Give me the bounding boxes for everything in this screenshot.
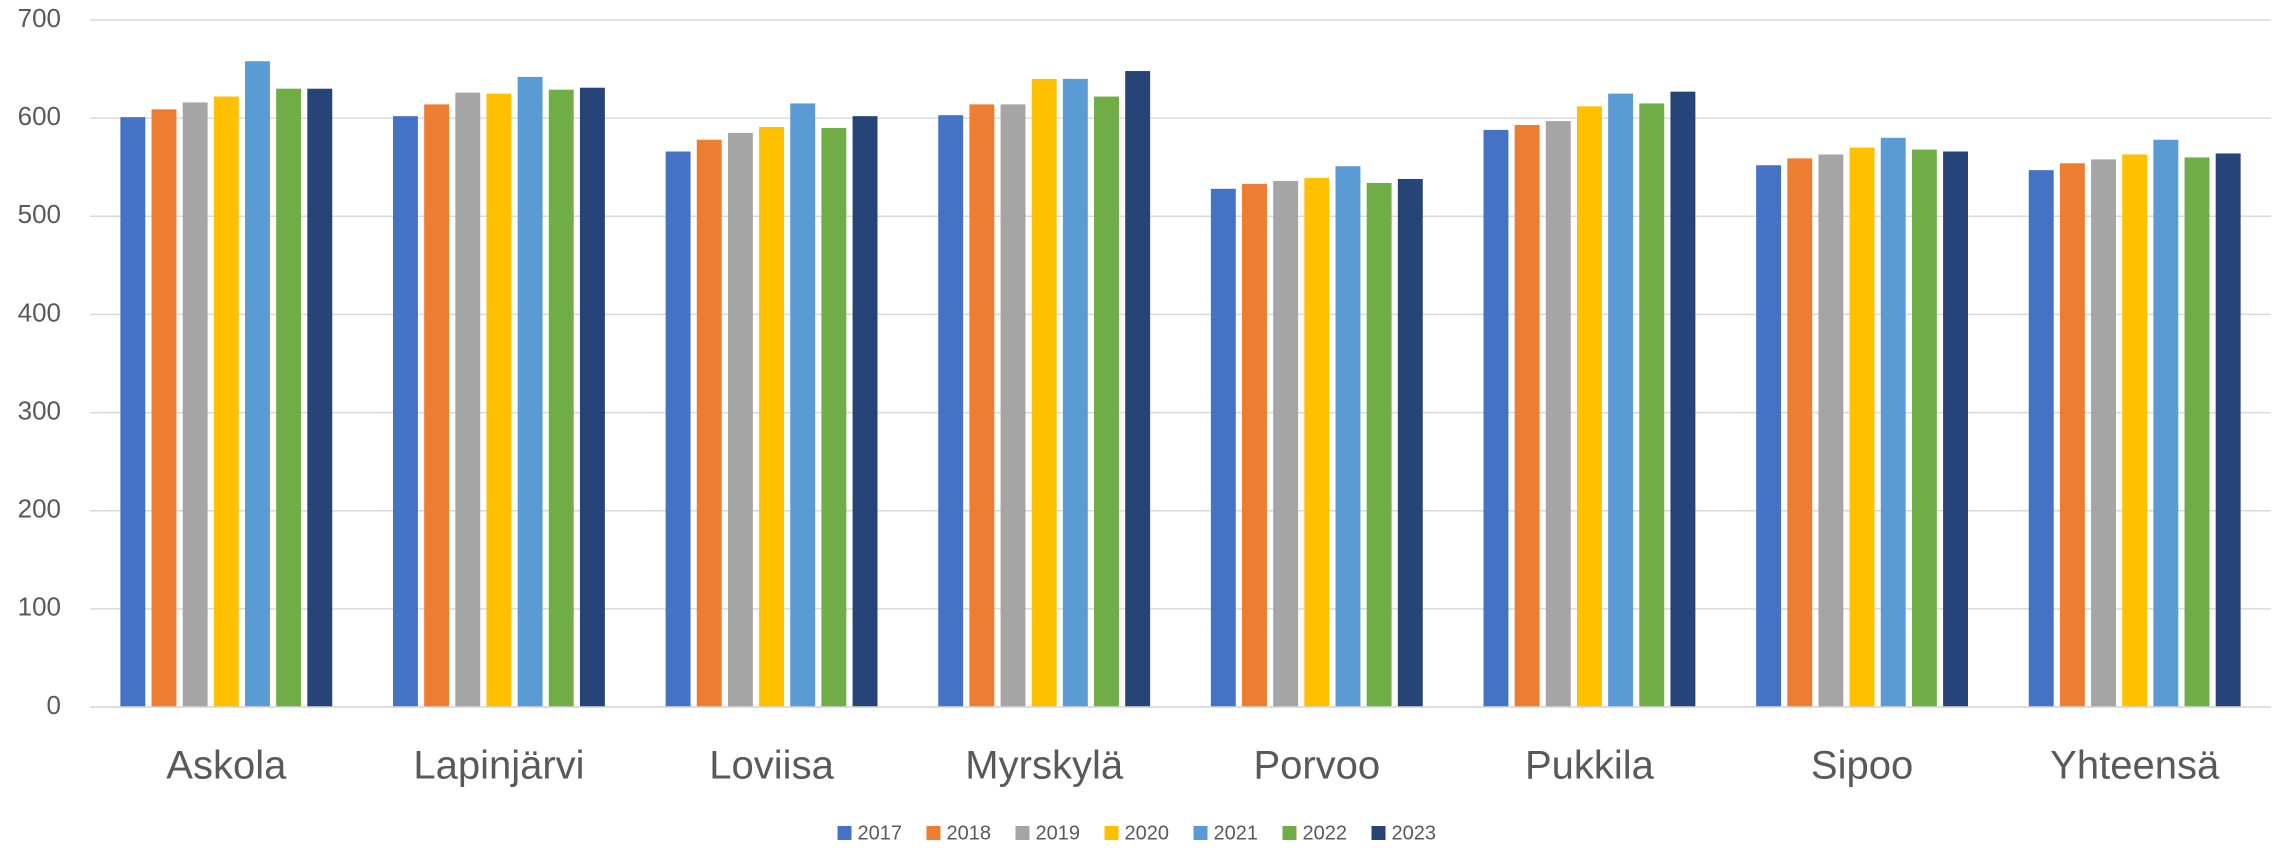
bar: [2028, 170, 2054, 707]
bar: [393, 116, 418, 708]
y-tick-label: 0: [47, 690, 61, 720]
bar: [696, 139, 722, 708]
bar: [1545, 121, 1571, 707]
bar: [1608, 93, 1634, 708]
bar: [548, 89, 574, 708]
x-tick-label: Yhteensä: [2050, 744, 2220, 788]
bar: [307, 88, 333, 707]
legend-swatch: [1015, 826, 1030, 840]
bar: [938, 115, 964, 708]
legend-swatch: [1104, 826, 1119, 840]
bar: [455, 92, 481, 707]
bar: [120, 117, 146, 707]
legend-label: 2021: [1214, 822, 1259, 844]
bar: [1880, 137, 1906, 707]
y-tick-label: 600: [18, 101, 61, 131]
x-tick-label: Loviisa: [709, 744, 834, 788]
x-tick-label: Myrskylä: [965, 744, 1124, 788]
bar: [852, 116, 878, 708]
legend-label: 2023: [1392, 822, 1437, 844]
bar: [1670, 91, 1696, 707]
bar: [1335, 166, 1361, 708]
bar: [1787, 158, 1813, 708]
legend-label: 2019: [1036, 822, 1081, 844]
bar: [245, 61, 270, 708]
bar: [517, 76, 543, 708]
legend-label: 2022: [1303, 822, 1348, 844]
x-tick-label: Porvoo: [1253, 744, 1380, 788]
legend-swatch: [1282, 826, 1297, 840]
bar: [1125, 71, 1151, 707]
bar: [1304, 178, 1330, 707]
x-tick-label: Pukkila: [1525, 744, 1655, 788]
legend-swatch: [1193, 826, 1208, 840]
legend-label: 2020: [1125, 822, 1170, 844]
bar: [1397, 178, 1423, 707]
legend-swatch: [926, 826, 941, 840]
legend-label: 2018: [947, 822, 992, 844]
bar: [2091, 159, 2116, 707]
bar: [2059, 163, 2085, 707]
bar: [1366, 182, 1392, 708]
bar: [1031, 78, 1057, 707]
bar: [1911, 149, 1937, 707]
y-tick-label: 300: [18, 395, 61, 425]
bar: [790, 103, 816, 707]
bar: [1094, 96, 1119, 707]
bar: [2153, 139, 2179, 708]
bar: [182, 102, 208, 707]
bar: [759, 126, 785, 708]
x-tick-label: Lapinjärvi: [413, 744, 584, 788]
bar: [1000, 104, 1026, 708]
x-tick-label: Sipoo: [1811, 744, 1913, 788]
bar: [1273, 180, 1299, 707]
legend-label: 2017: [858, 822, 903, 844]
x-tick-label: Askola: [166, 744, 287, 788]
bar: [1062, 78, 1088, 707]
bar: [1849, 147, 1875, 708]
bar: [969, 104, 995, 708]
y-tick-label: 400: [18, 297, 61, 327]
bar: [2122, 154, 2148, 708]
bar: [1756, 165, 1782, 707]
bar: [213, 96, 239, 707]
bar: [1818, 154, 1844, 708]
bar: [1639, 103, 1665, 707]
bar: [727, 132, 753, 708]
legend-swatch: [837, 826, 852, 840]
bar: [579, 87, 605, 708]
bar: [424, 104, 450, 708]
bar: [151, 109, 177, 707]
bar: [2184, 157, 2210, 707]
bar: [486, 93, 512, 708]
legend-swatch: [1371, 826, 1386, 840]
y-tick-label: 200: [18, 494, 61, 524]
bar: [1210, 188, 1236, 707]
bar: [665, 151, 691, 708]
bar: [1242, 183, 1267, 708]
bar: [2215, 153, 2241, 707]
bar: [1943, 151, 1968, 708]
bar: [276, 88, 302, 707]
y-tick-label: 700: [18, 3, 61, 33]
bar: [1483, 129, 1509, 708]
bar: [1514, 125, 1540, 707]
y-tick-label: 100: [18, 592, 61, 622]
bar: [821, 127, 847, 707]
y-tick-label: 500: [18, 199, 61, 229]
bar: [1576, 106, 1602, 707]
